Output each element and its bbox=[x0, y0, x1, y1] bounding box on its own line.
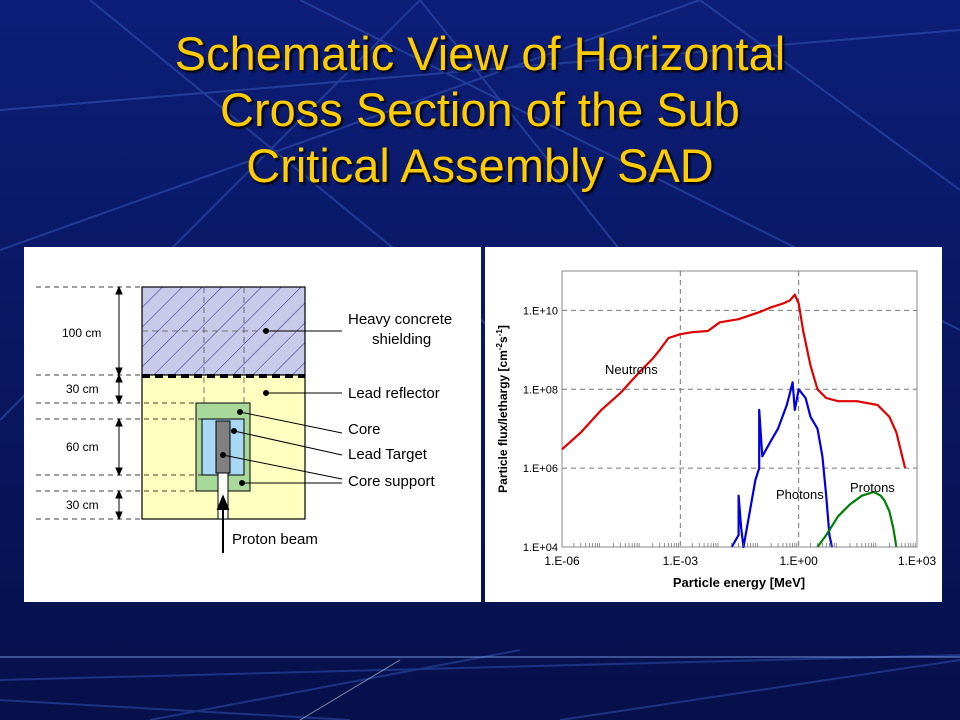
spectrum-chart-panel: 1.E-06 1.E-03 1.E+00 1.E+03 1.E+04 1.E+06 1.E+… bbox=[485, 247, 942, 602]
title-line-3: Critical Assembly SAD bbox=[246, 139, 714, 192]
series-label-neutrons: Neutrons bbox=[605, 362, 658, 377]
schematic-panel: 100 cm 30 cm 60 cm 30 cm Heavy concrete … bbox=[24, 247, 481, 602]
x-tick-label: 1.E+00 bbox=[779, 554, 818, 568]
label-shielding-line2: shielding bbox=[372, 331, 431, 348]
label-core: Core bbox=[348, 421, 381, 438]
schematic-diagram: 100 cm 30 cm 60 cm 30 cm Heavy concrete … bbox=[36, 285, 452, 553]
y-tick-label: 1.E+06 bbox=[523, 463, 558, 475]
y-tick-label: 1.E+08 bbox=[523, 384, 558, 396]
x-tick-label: 1.E-03 bbox=[663, 554, 699, 568]
series-label-protons: Protons bbox=[850, 480, 895, 495]
x-tick-label: 1.E-06 bbox=[544, 554, 580, 568]
title-line-1: Schematic View of Horizontal bbox=[174, 27, 786, 80]
x-axis-label: Particle energy [MeV] bbox=[673, 575, 805, 590]
x-tick-label: 1.E+03 bbox=[898, 554, 937, 568]
title-line-2: Cross Section of the Sub bbox=[220, 83, 740, 136]
label-support: Core support bbox=[348, 473, 436, 490]
label-reflector: Lead reflector bbox=[348, 385, 440, 402]
label-beam: Proton beam bbox=[232, 531, 318, 548]
series-label-photons: Photons bbox=[776, 487, 824, 502]
slide-title: Schematic View of Horizontal Cross Secti… bbox=[40, 26, 920, 194]
tick-layer: 1.E-06 1.E-03 1.E+00 1.E+03 1.E+04 1.E+06 1.E+… bbox=[523, 305, 937, 568]
dim-label-60: 60 cm bbox=[66, 440, 99, 454]
dim-label-30-bottom: 30 cm bbox=[66, 498, 99, 512]
label-shielding-line1: Heavy concrete bbox=[348, 311, 452, 328]
series-line-protons bbox=[816, 490, 898, 548]
series-line-photons bbox=[730, 381, 834, 549]
particle-spectrum-chart: 1.E-06 1.E-03 1.E+00 1.E+03 1.E+04 1.E+06 1.E+… bbox=[495, 270, 937, 590]
series-layer bbox=[561, 293, 907, 549]
dim-label-100: 100 cm bbox=[62, 326, 101, 340]
y-tick-label: 1.E+04 bbox=[523, 542, 558, 554]
y-tick-label: 1.E+10 bbox=[523, 305, 558, 317]
y-axis-label: Particle flux/lethargy [cm-2s-1] bbox=[495, 325, 510, 493]
lead-target bbox=[215, 420, 231, 474]
dim-label-30-top: 30 cm bbox=[66, 382, 99, 396]
series-line-neutrons bbox=[561, 293, 907, 469]
label-target: Lead Target bbox=[348, 446, 428, 463]
proton-beam-arrow bbox=[216, 494, 230, 553]
grid bbox=[562, 271, 917, 547]
